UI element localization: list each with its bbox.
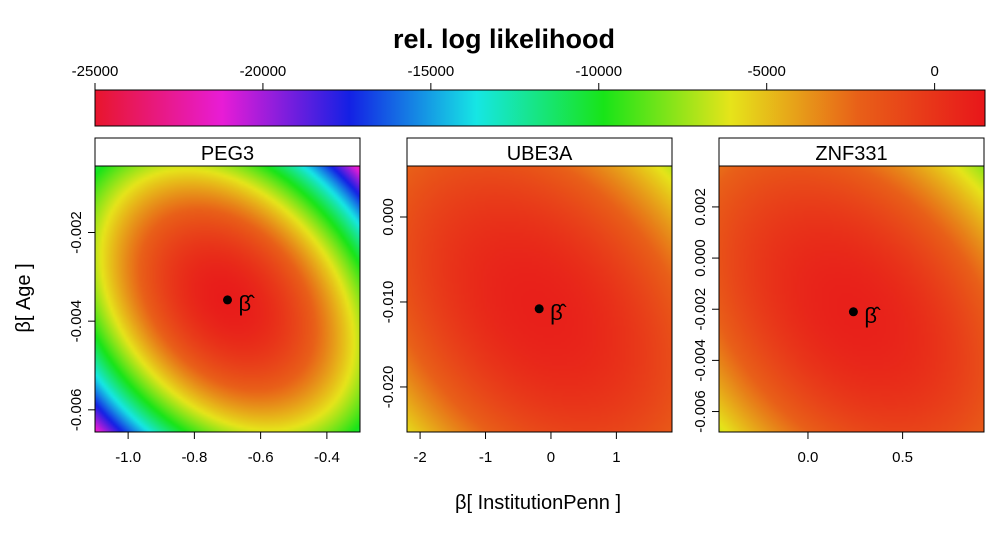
heatmap xyxy=(407,166,672,432)
panel-ube3a: UBE3A -2 -1 0 1 -0.020 -0.010 0.000 β̂ xyxy=(380,137,673,466)
panel-peg3: PEG3 -1.0 -0.8 -0.6 -0.4 -0.006 -0.004 -0.002 β̂ xyxy=(68,137,361,466)
x-tick-label: 0 xyxy=(547,449,555,466)
y-tick-label: -0.006 xyxy=(692,390,709,433)
colorbar-tick-label: -10000 xyxy=(575,63,622,80)
x-tick-label: 0.5 xyxy=(892,449,913,466)
x-tick-label: -1 xyxy=(479,449,492,466)
y-tick-label: 0.000 xyxy=(380,198,397,236)
strip-label: ZNF331 xyxy=(815,143,887,165)
panels: PEG3 -1.0 -0.8 -0.6 -0.4 -0.006 -0.004 -0.002 β̂… xyxy=(68,137,985,466)
chart-title: rel. log likelihood xyxy=(393,24,615,54)
y-tick-label: 0.002 xyxy=(692,188,709,226)
y-tick-label: -0.002 xyxy=(68,211,85,254)
panel-znf331: ZNF331 0.0 0.5 -0.006 -0.004 -0.002 0.000 0.002… xyxy=(692,137,985,466)
y-tick-label: 0.000 xyxy=(692,239,709,277)
x-tick-label: 0.0 xyxy=(798,449,819,466)
heatmap xyxy=(719,166,984,432)
y-axis-label: β[ Age ] xyxy=(13,263,35,332)
strip xyxy=(406,137,673,167)
strip xyxy=(718,137,985,167)
y-tick-label: -0.004 xyxy=(68,300,85,343)
x-axis-label: β[ InstitutionPenn ] xyxy=(455,492,621,514)
mle-point xyxy=(534,304,544,314)
x-tick-label: -2 xyxy=(413,449,426,466)
y-tick-label: -0.006 xyxy=(68,389,85,432)
y-tick-label: -0.020 xyxy=(380,366,397,409)
x-tick-label: -0.6 xyxy=(248,449,274,466)
colorbar-tick-label: -5000 xyxy=(748,63,786,80)
colorbar: -25000 -20000 -15000 -10000 -5000 0 xyxy=(72,63,986,127)
x-tick-label: -1.0 xyxy=(115,449,141,466)
colorbar-tick-label: 0 xyxy=(930,63,938,80)
mle-point xyxy=(848,307,858,317)
colorbar-tick-label: -25000 xyxy=(72,63,119,80)
strip-label: UBE3A xyxy=(507,143,573,165)
strip xyxy=(94,137,361,167)
strip-label: PEG3 xyxy=(201,143,254,165)
x-tick-label: -0.8 xyxy=(181,449,207,466)
y-tick-label: -0.004 xyxy=(692,339,709,382)
mle-label: β̂ xyxy=(239,291,256,316)
mle-point xyxy=(223,295,232,305)
y-tick-label: -0.010 xyxy=(380,281,397,324)
colorbar-tick-label: -20000 xyxy=(240,63,287,80)
x-tick-label: 1 xyxy=(612,449,620,466)
y-tick-label: -0.002 xyxy=(692,288,709,331)
colorbar-tick-label: -15000 xyxy=(407,63,454,80)
mle-label: β̂ xyxy=(550,300,567,325)
mle-label: β̂ xyxy=(864,303,881,328)
x-tick-label: -0.4 xyxy=(314,449,340,466)
colorbar-gradient xyxy=(94,89,986,127)
